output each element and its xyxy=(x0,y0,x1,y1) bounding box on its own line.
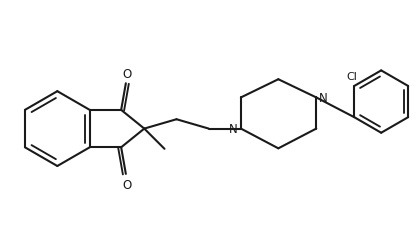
Text: N: N xyxy=(229,123,238,136)
Text: O: O xyxy=(122,178,131,191)
Text: N: N xyxy=(319,91,328,104)
Text: O: O xyxy=(122,67,131,80)
Text: Cl: Cl xyxy=(346,72,357,81)
